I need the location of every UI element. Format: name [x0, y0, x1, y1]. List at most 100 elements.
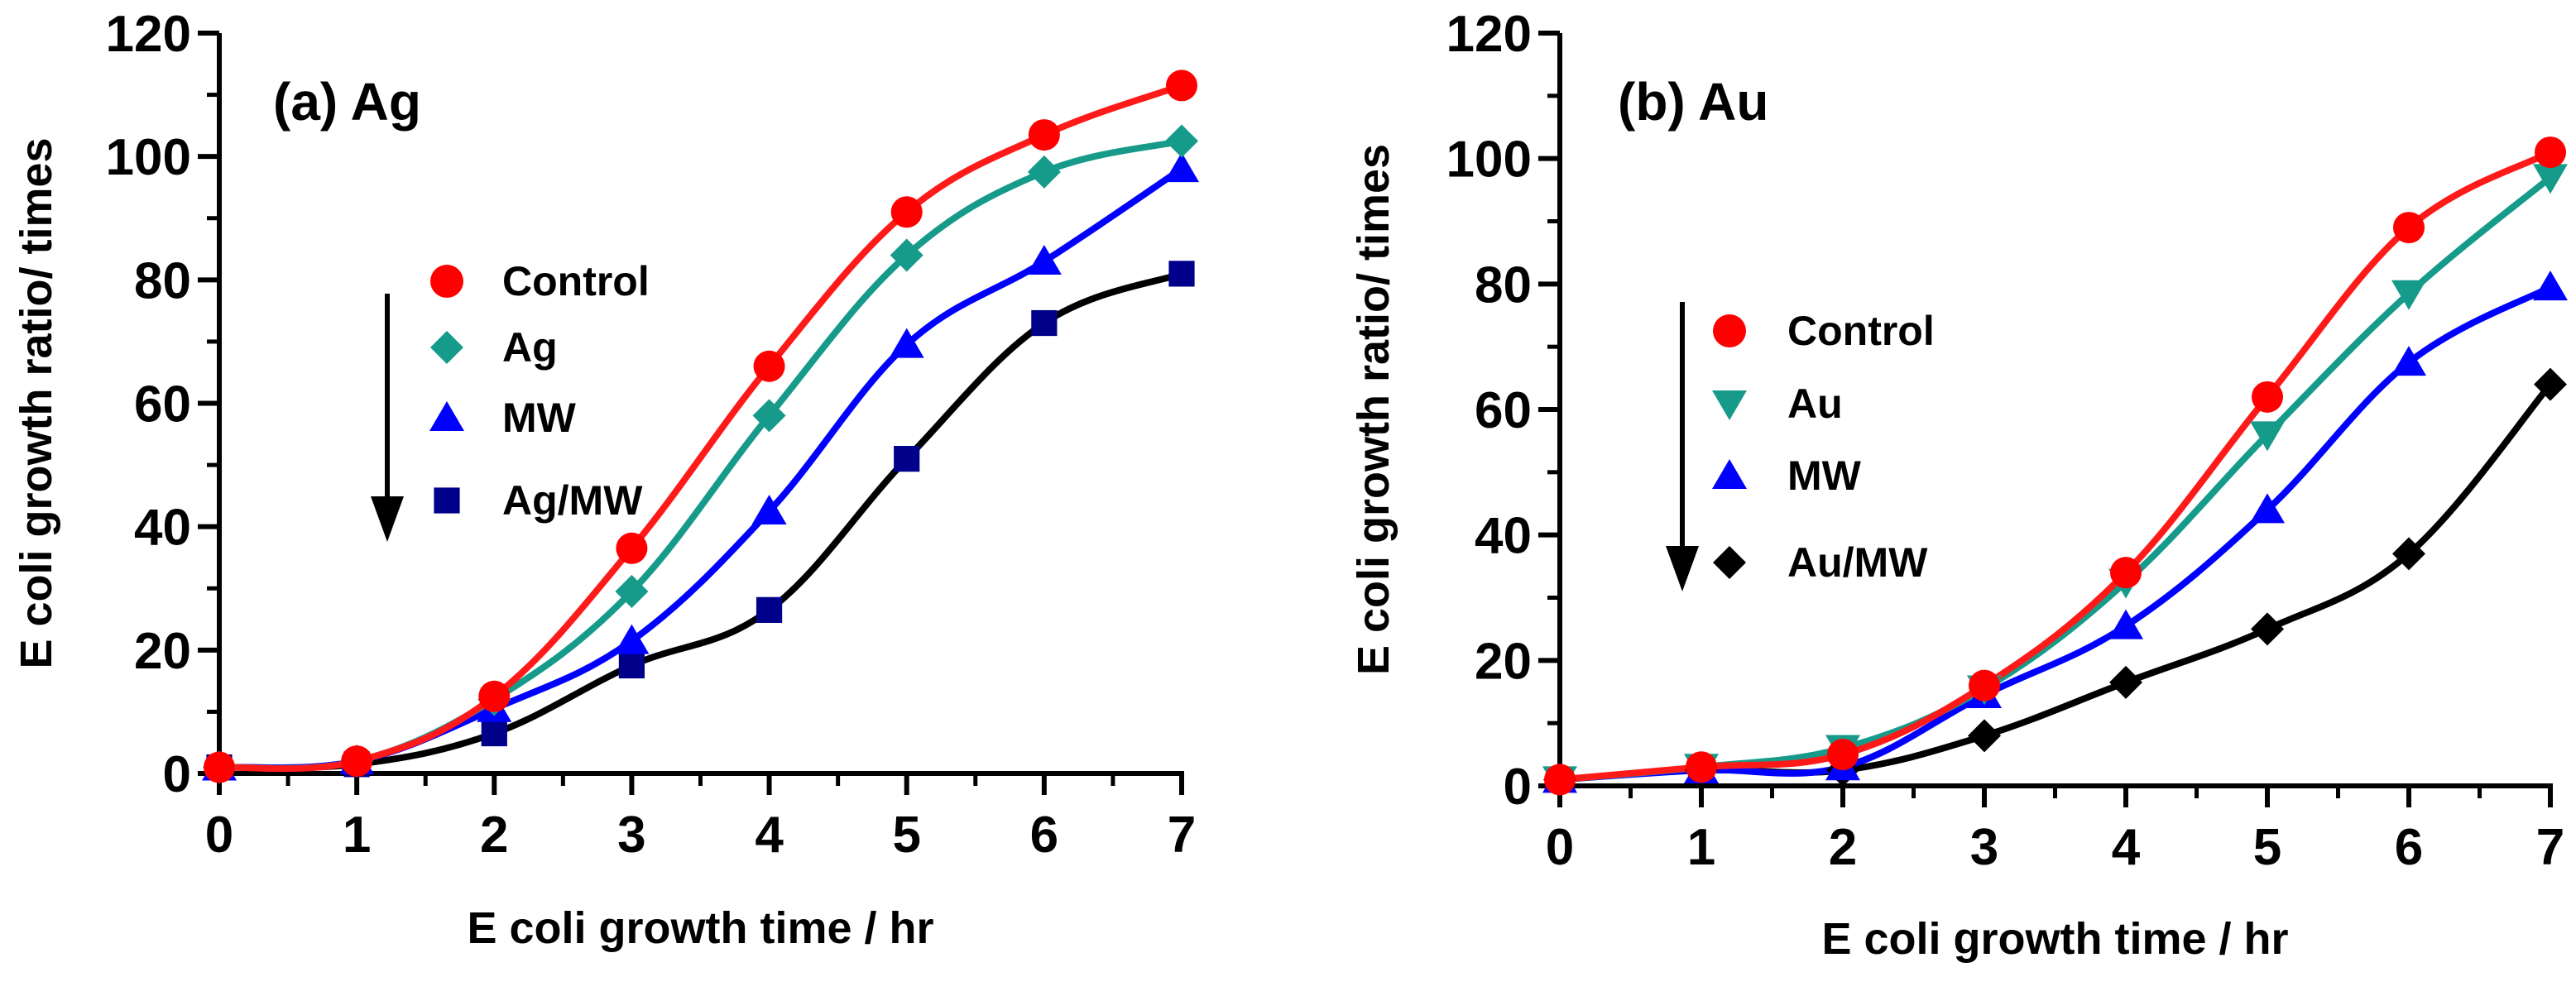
panel-b-point-control	[1969, 669, 2000, 702]
panel-a-y-tick-label: 20	[134, 623, 191, 680]
panel-b-y-tick-label: 100	[1446, 132, 1532, 189]
panel-a-point-ag	[615, 574, 649, 608]
panel-b-series-line-au-mw	[1557, 381, 2554, 783]
panel-b-legend-marker-control	[1713, 314, 1746, 347]
panel-a-legend-label-ag: Ag	[502, 324, 558, 371]
panel-b-title: (b) Au	[1618, 72, 1768, 132]
panel-a-y-tick-label: 0	[163, 746, 191, 803]
panel-a-point-ag-mw	[894, 446, 920, 472]
panel-b-y-tick-label: 60	[1475, 382, 1532, 439]
panel-b-legend-label-control: Control	[1787, 308, 1935, 354]
panel-a-x-tick-label: 2	[480, 807, 508, 864]
panel-b-point-au-mw	[1968, 719, 2001, 753]
panel-b-y-tick-label: 120	[1446, 6, 1532, 63]
panel-a-x-tick-label: 0	[205, 807, 233, 864]
panel-a-legend-arrow	[371, 294, 404, 542]
panel-b-series-line-au	[1557, 174, 2554, 783]
panel-b-point-au-mw	[2534, 367, 2567, 401]
panel-a-x-tick-label: 5	[892, 807, 920, 864]
panel-a-point-control	[616, 532, 648, 564]
panel-a-point-ag-mw	[1031, 309, 1058, 337]
panel-b-point-au	[2533, 164, 2568, 194]
panel-b-y-tick-label: 80	[1475, 256, 1532, 314]
panel-b-x-tick-label: 2	[1829, 819, 1857, 876]
panel-b-point-mw	[2250, 493, 2285, 524]
panel-b-x-tick-label: 6	[2395, 819, 2423, 876]
panel-b-y-axis-label: E coli growth ratio/ times	[1349, 144, 1398, 675]
panel-b-point-au	[2391, 280, 2426, 310]
panel-a-y-tick-label: 80	[134, 252, 191, 309]
panel-b-x-tick-label: 1	[1687, 819, 1715, 876]
panel-a-y-tick-label: 100	[106, 129, 191, 186]
panel-b-point-mw	[2533, 271, 2568, 301]
panel-b-y-tick-label: 0	[1504, 759, 1532, 816]
panel-b-point-control	[2535, 136, 2566, 169]
panel-a-legend-marker-ag	[430, 331, 463, 364]
panel-a-y-axis-label: E coli growth ratio/ times	[12, 137, 61, 668]
panel-a-point-ag-mw	[481, 720, 507, 747]
panel-b-point-mw	[2391, 346, 2426, 376]
panel-b-y-tick-label: 40	[1475, 508, 1532, 565]
panel-b-point-au-mw	[2251, 612, 2284, 646]
panel-b-legend-marker-au	[1712, 390, 1747, 420]
panel-b-series-line-control	[1557, 149, 2554, 783]
panel-b-point-control	[2110, 557, 2142, 589]
panel-b-x-tick-label: 3	[1970, 819, 1998, 876]
panel-a-legend-label-ag-mw: Ag/MW	[502, 477, 643, 524]
panel-a-x-tick-label: 4	[755, 807, 784, 864]
panel-a-ag: 0 20 40 60 80 100 120 0 1 2 3 4 5 6 7 E coli growth tim…	[12, 6, 1199, 953]
panel-b-curves	[1557, 149, 2554, 783]
panel-b-au: 0 20 40 60 80 100 120 0 1 2 3 4 5 6 7 E coli growth tim…	[1349, 6, 2568, 964]
panel-b-legend-marker-mw	[1712, 459, 1747, 489]
panel-a-point-ag-mw	[618, 652, 645, 679]
panel-a-legend-marker-mw	[429, 401, 464, 431]
panel-b-legend-label-au-mw: Au/MW	[1787, 539, 1928, 586]
panel-a-point-ag	[1165, 124, 1198, 158]
panel-a-legend-label-control: Control	[502, 258, 650, 304]
panel-a-legend-label-mw: MW	[502, 395, 577, 441]
panel-b-point-au	[2250, 421, 2285, 452]
panel-a-point-ag	[1027, 155, 1061, 189]
panel-b-x-axis-label: E coli growth time / hr	[1821, 914, 2288, 964]
panel-a-markers	[202, 69, 1199, 784]
panel-b-legend-marker-au-mw	[1713, 546, 1746, 579]
panel-b-x-tick-label: 0	[1546, 819, 1574, 876]
panel-a-legend-marker-control	[430, 265, 463, 298]
panel-a-point-ag-mw	[1168, 261, 1195, 287]
panel-b-legend-label-mw: MW	[1787, 453, 1862, 499]
panel-b-point-control	[1827, 739, 1859, 771]
panel-a-series-line-control	[216, 82, 1185, 773]
panel-b-x-tick-label: 5	[2253, 819, 2281, 876]
panel-a-point-mw	[889, 328, 924, 358]
panel-b-point-au-mw	[2392, 537, 2425, 571]
panel-a-point-mw	[751, 495, 787, 525]
panel-a-y-tick-label: 60	[134, 376, 191, 433]
panel-a-y-tick-label: 40	[134, 500, 191, 557]
panel-a-point-mw	[1026, 244, 1062, 275]
panel-a-x-tick-label: 7	[1168, 807, 1196, 864]
panel-a-x-tick-label: 1	[343, 807, 371, 864]
panel-a-x-tick-label: 3	[617, 807, 645, 864]
panel-b-point-control	[2393, 212, 2425, 244]
panel-b-y-tick-label: 20	[1475, 633, 1532, 690]
panel-b-x-tick-label: 4	[2112, 819, 2141, 876]
panel-b-legend-arrow	[1666, 302, 1699, 591]
panel-a-point-control	[204, 751, 235, 783]
panel-b-x-tick-label: 7	[2536, 819, 2564, 876]
panel-a-point-control	[1166, 69, 1197, 102]
panel-b-point-control	[1686, 751, 1717, 783]
panel-a-series-line-ag-mw	[216, 270, 1185, 772]
panel-a-y-tick-label: 120	[106, 6, 191, 63]
panel-a-x-axis-label: E coli growth time / hr	[467, 903, 933, 953]
panel-a-x-tick-label: 6	[1030, 807, 1058, 864]
panel-a-point-control	[478, 680, 511, 712]
panel-b-legend-label-au: Au	[1787, 381, 1843, 427]
panel-b-point-mw	[2108, 609, 2143, 639]
panel-a-point-control	[1028, 119, 1060, 151]
panel-a-point-control	[753, 350, 785, 382]
panel-a-point-control	[341, 745, 373, 778]
panel-b-point-au-mw	[2109, 665, 2142, 699]
panel-a-point-mw	[614, 624, 650, 654]
panel-a-title: (a) Ag	[273, 72, 421, 132]
